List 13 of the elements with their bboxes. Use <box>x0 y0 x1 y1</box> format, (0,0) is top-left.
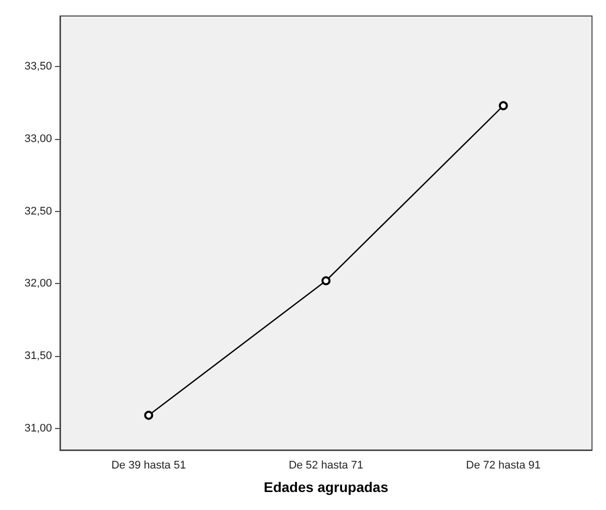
y-tick-label: 31,50 <box>24 350 52 362</box>
x-tick-label: De 52 hasta 71 <box>288 460 364 472</box>
x-tick-label: De 39 hasta 51 <box>111 460 186 472</box>
point <box>322 276 330 286</box>
y-tick-label: 31,00 <box>24 422 52 434</box>
point <box>144 410 154 420</box>
x-tick-label: De 72 hasta 91 <box>466 460 541 472</box>
y-tick-label: 32,00 <box>24 278 52 290</box>
x-axis-title: Edades agrupadas <box>264 479 388 495</box>
y-tick-label: 32,50 <box>24 205 52 218</box>
y-tick-label: 33,50 <box>24 60 52 73</box>
y-tick-label: 33,00 <box>24 132 52 145</box>
point <box>498 101 508 110</box>
